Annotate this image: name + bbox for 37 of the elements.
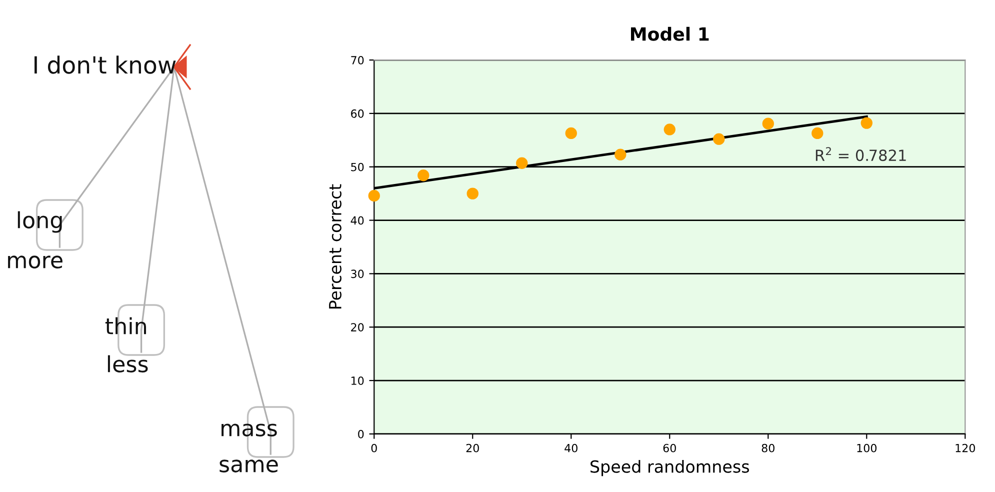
- point: [466, 188, 478, 200]
- x-axis-title: Speed randomness: [590, 460, 750, 476]
- y-tick-label: 70: [351, 56, 364, 64]
- x-tick-label: 40: [564, 444, 578, 452]
- point: [762, 118, 774, 130]
- y-tick-label: 0: [358, 430, 364, 438]
- text: I don't know: [34, 56, 176, 74]
- y-tick-label: 60: [351, 109, 364, 118]
- y-tick-label: 50: [351, 162, 364, 172]
- point: [664, 124, 676, 136]
- point: [565, 127, 577, 140]
- point: [418, 170, 430, 182]
- point: [516, 157, 528, 169]
- point: [368, 190, 380, 202]
- text: same: [220, 460, 278, 472]
- point: [713, 133, 725, 145]
- y-tick-label: 20: [351, 323, 364, 332]
- text: mass: [222, 424, 277, 436]
- text: more: [8, 256, 62, 268]
- point: [614, 148, 626, 160]
- x-tick-label: 60: [663, 444, 676, 452]
- x-tick-label: 100: [857, 444, 877, 452]
- x-tick-label: 80: [762, 444, 774, 452]
- y-tick-label: 10: [351, 376, 364, 385]
- chart-title: Model 1: [631, 26, 709, 41]
- text: long: [18, 211, 62, 233]
- y-tick-label: 40: [350, 216, 364, 225]
- x-tick-label: 120: [956, 444, 976, 452]
- point: [860, 117, 872, 129]
- y-tick-label: 30: [351, 270, 364, 278]
- text: thin: [105, 317, 146, 334]
- point: [812, 127, 824, 140]
- x-tick-label: 0: [371, 444, 377, 452]
- text: less: [108, 355, 148, 372]
- x-tick-label: 20: [466, 444, 479, 452]
- y-axis-title: Percent correct: [329, 184, 342, 309]
- annotation: R$^{2}$ = 0.7821: [816, 147, 906, 162]
